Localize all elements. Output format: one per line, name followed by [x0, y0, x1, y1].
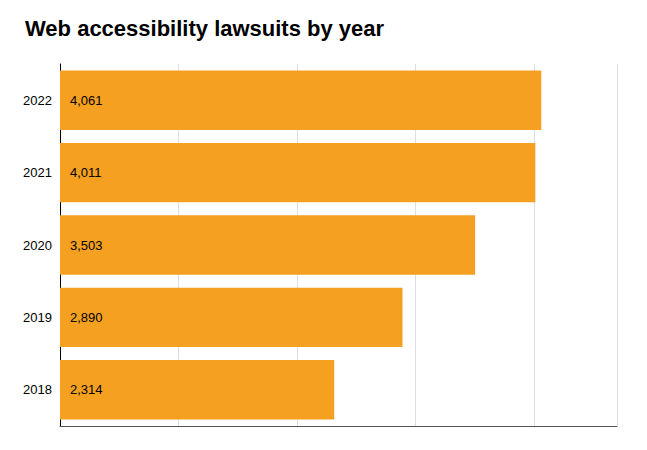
- svg-text:4,011: 4,011: [70, 165, 102, 180]
- svg-text:2018: 2018: [23, 382, 52, 397]
- svg-text:2022: 2022: [23, 93, 52, 108]
- svg-text:2019: 2019: [23, 310, 52, 325]
- svg-text:2020: 2020: [23, 238, 52, 253]
- svg-text:4,061: 4,061: [70, 93, 103, 108]
- svg-text:3,503: 3,503: [70, 238, 103, 253]
- svg-text:2,314: 2,314: [70, 382, 103, 397]
- svg-text:2,890: 2,890: [70, 310, 103, 325]
- svg-text:2021: 2021: [23, 165, 52, 180]
- svg-text:Web accessibility lawsuits by: Web accessibility lawsuits by year: [25, 16, 385, 41]
